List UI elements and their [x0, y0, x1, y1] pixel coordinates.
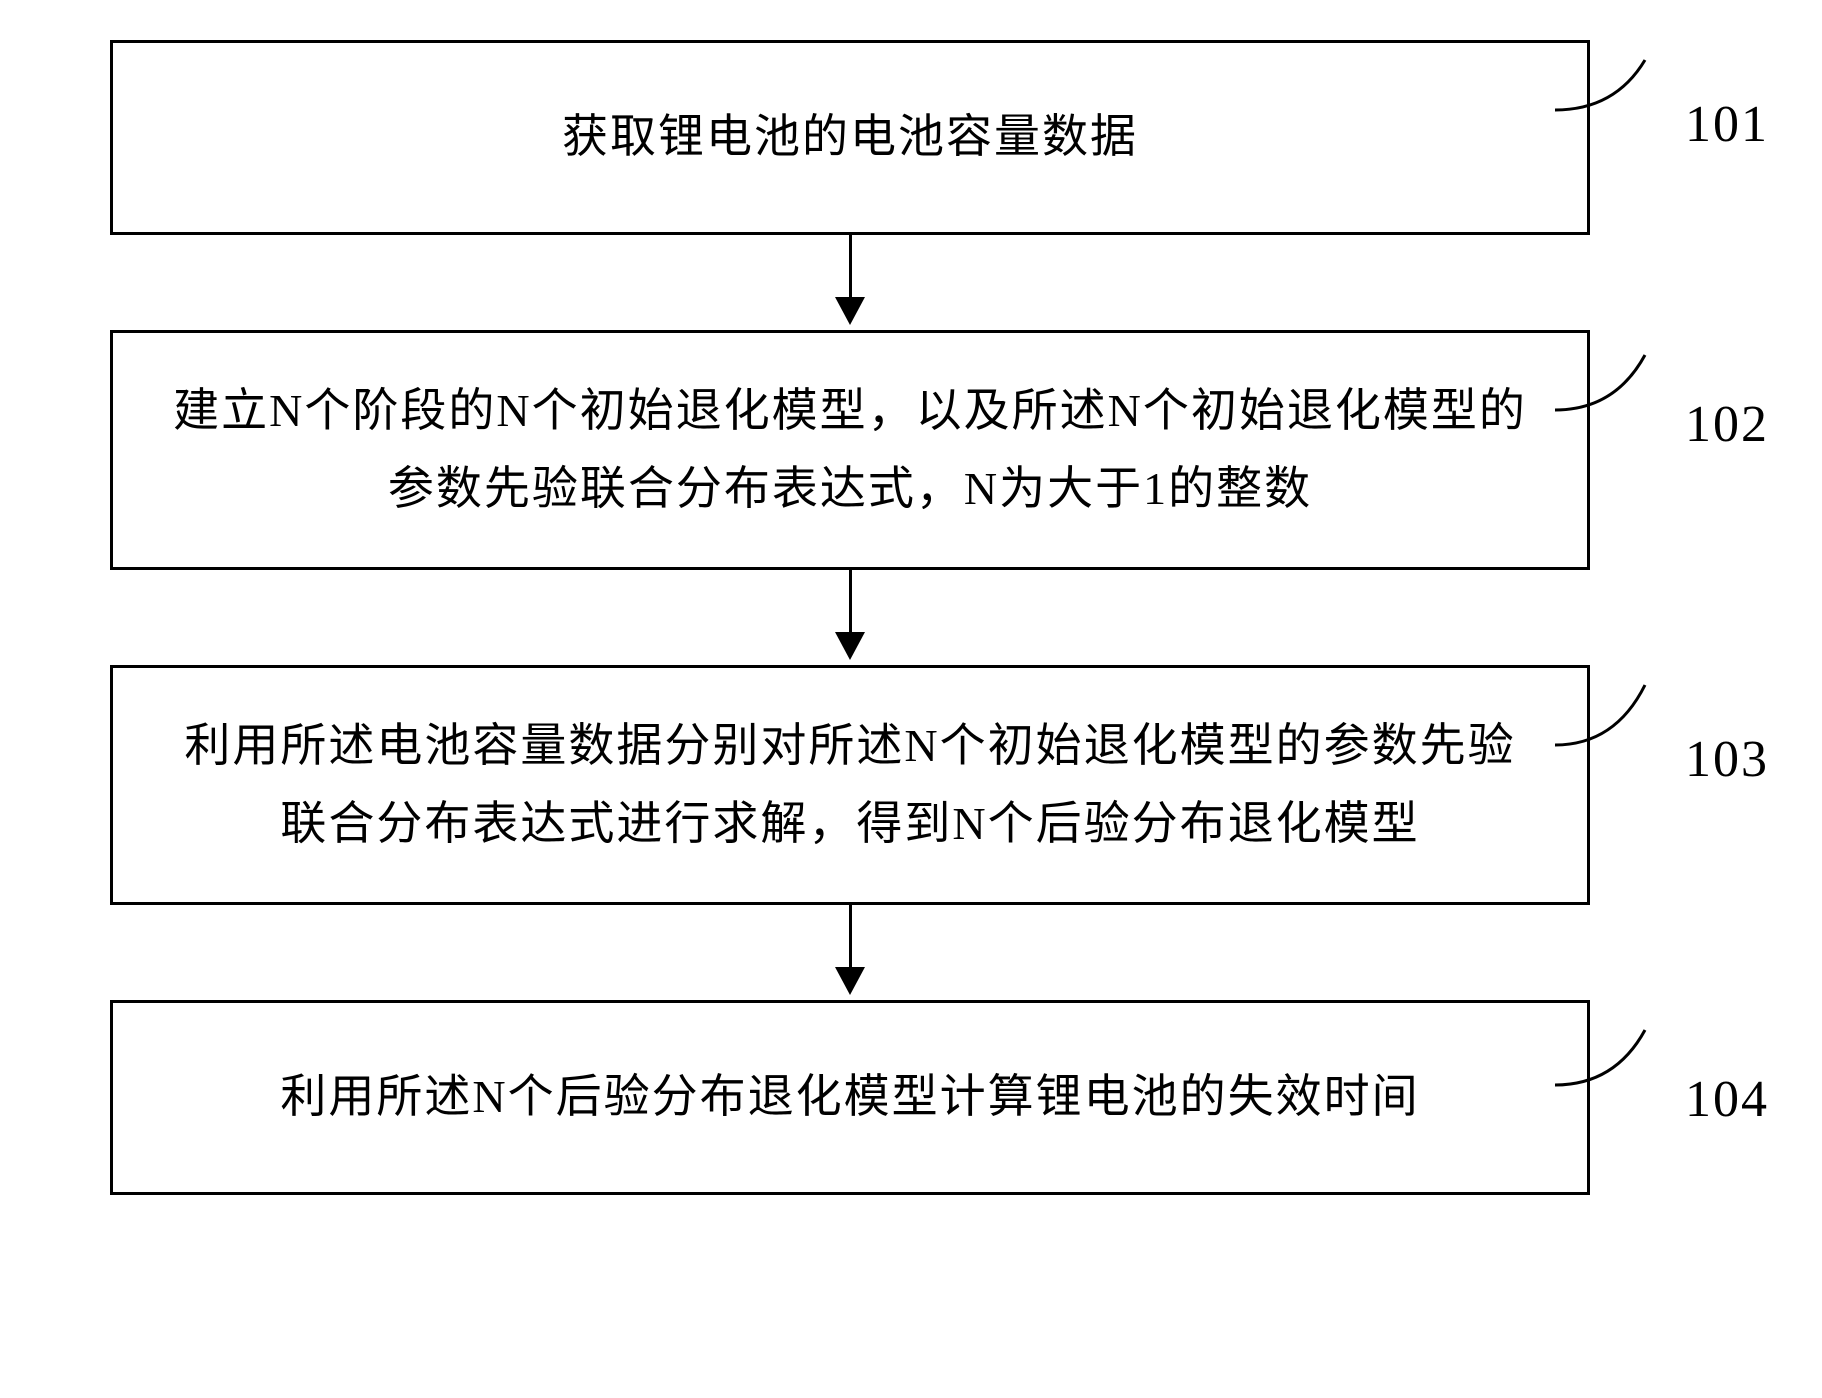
- step-label-104: 104: [1685, 1070, 1769, 1129]
- step-text: 利用所述N个后验分布退化模型计算锂电池的失效时间: [280, 1058, 1419, 1136]
- flow-step-104: 利用所述N个后验分布退化模型计算锂电池的失效时间: [110, 1000, 1590, 1195]
- arrow-line: [849, 235, 852, 297]
- flow-step-102: 建立N个阶段的N个初始退化模型，以及所述N个初始退化模型的参数先验联合分布表达式…: [110, 330, 1590, 570]
- connector-line: [1555, 685, 1685, 800]
- arrow-head-icon: [835, 967, 865, 995]
- connector-line: [1555, 355, 1685, 460]
- arrow-icon: [835, 235, 865, 330]
- arrow-line: [849, 905, 852, 967]
- arrow-icon: [835, 905, 865, 1000]
- connector-line: [1555, 60, 1685, 165]
- arrow-line: [849, 570, 852, 632]
- connector-line: [1555, 1030, 1685, 1135]
- flowchart-container: 获取锂电池的电池容量数据 建立N个阶段的N个初始退化模型，以及所述N个初始退化模…: [70, 40, 1630, 1195]
- step-text: 获取锂电池的电池容量数据: [562, 98, 1138, 176]
- flow-step-101: 获取锂电池的电池容量数据: [110, 40, 1590, 235]
- arrow-head-icon: [835, 297, 865, 325]
- flow-step-103: 利用所述电池容量数据分别对所述N个初始退化模型的参数先验联合分布表达式进行求解，…: [110, 665, 1590, 905]
- step-label-103: 103: [1685, 730, 1769, 789]
- step-text: 利用所述电池容量数据分别对所述N个初始退化模型的参数先验联合分布表达式进行求解，…: [163, 707, 1537, 863]
- step-label-102: 102: [1685, 395, 1769, 454]
- step-label-101: 101: [1685, 95, 1769, 154]
- arrow-icon: [835, 570, 865, 665]
- step-text: 建立N个阶段的N个初始退化模型，以及所述N个初始退化模型的参数先验联合分布表达式…: [163, 372, 1537, 528]
- arrow-head-icon: [835, 632, 865, 660]
